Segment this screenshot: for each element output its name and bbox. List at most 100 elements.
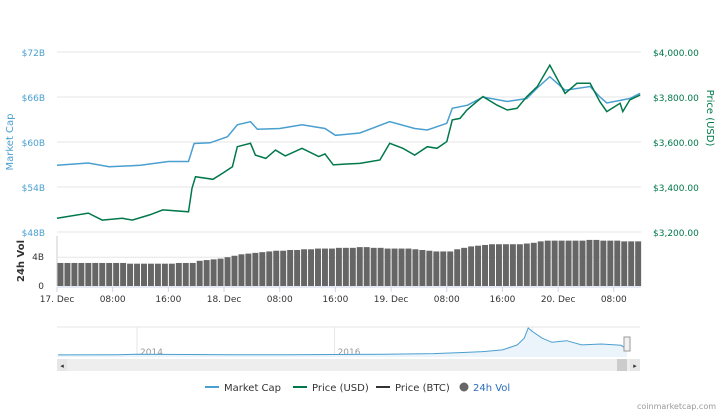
x-tick-label: 08:00 — [434, 295, 460, 305]
arrow-left-icon: ◂ — [60, 362, 64, 370]
volume-bar — [113, 262, 120, 286]
volume-bar — [57, 262, 64, 286]
volume-bar — [558, 240, 565, 286]
volume-bar — [572, 240, 579, 286]
volume-bar — [342, 247, 349, 286]
volume-bar — [614, 240, 621, 286]
volume-bar — [530, 242, 537, 286]
left-tick-label: $60B — [22, 139, 45, 149]
x-tick-label: 18. Dec — [207, 295, 242, 305]
volume-bar — [301, 249, 308, 286]
volume-bars — [57, 239, 642, 286]
legend-item-label[interactable]: Price (USD) — [312, 383, 369, 394]
legend-item-label[interactable]: 24h Vol — [473, 383, 510, 394]
volume-bar — [384, 248, 391, 286]
navigator-year-label: 2016 — [338, 348, 361, 358]
volume-bar — [419, 250, 426, 286]
volume-bar — [447, 251, 454, 286]
volume-bar — [141, 263, 147, 286]
volume-bar — [287, 250, 294, 286]
scrollbar-track[interactable] — [57, 359, 640, 371]
volume-bar — [196, 260, 203, 286]
axes: $48B $54B $60B $66B $72B $3,200.00 $3,400.00 $3… — [22, 49, 699, 305]
navigator-handle[interactable] — [623, 336, 631, 352]
volume-bar — [468, 246, 475, 286]
volume-bar — [551, 240, 558, 286]
volume-bar — [509, 244, 516, 286]
volume-bar — [154, 263, 161, 286]
x-tick-label: 16:00 — [322, 295, 348, 305]
volume-bar — [593, 239, 600, 286]
volume-bar — [182, 262, 189, 286]
market-cap-line — [56, 75, 641, 168]
volume-bar — [99, 262, 106, 286]
volume-bar — [565, 240, 572, 286]
right-tick-label: $3,800.00 — [653, 94, 699, 104]
volume-bar — [482, 244, 489, 286]
volume-bar — [231, 255, 238, 286]
navigator-scrollbar[interactable]: ◂ ▸ — [57, 336, 640, 371]
navigator-line — [57, 327, 628, 356]
arrow-right-icon: ▸ — [633, 362, 637, 370]
x-tick-label: 08:00 — [601, 295, 627, 305]
x-tick-label: 08:00 — [100, 295, 126, 305]
volume-bar — [217, 258, 224, 286]
scroll-left-button[interactable] — [57, 359, 67, 371]
left-tick-label: $66B — [22, 94, 45, 104]
volume-bar — [405, 248, 412, 286]
volume-bar — [454, 249, 461, 286]
legend: Market Cap Price (USD) Price (BTC) 24h Vol — [205, 382, 510, 394]
volume-tick-label: 4B — [32, 253, 44, 263]
right-tick-label: $3,600.00 — [653, 139, 699, 149]
volume-bar — [628, 241, 635, 286]
volume-bar — [433, 251, 440, 286]
right-tick-label: $3,400.00 — [653, 184, 699, 194]
right-axis-title: Price (USD) — [704, 90, 715, 147]
volume-bar — [586, 239, 593, 286]
volume-bar — [335, 247, 342, 286]
volume-bar — [280, 250, 287, 286]
volume-bar — [224, 257, 231, 286]
volume-bar — [203, 260, 210, 286]
volume-bar — [175, 262, 182, 286]
price-usd-line — [56, 63, 641, 221]
volume-bar — [308, 249, 315, 286]
volume-bar — [607, 240, 614, 286]
x-tick-label: 08:00 — [267, 295, 293, 305]
volume-bar — [161, 263, 168, 286]
x-tick-label: 16:00 — [155, 295, 181, 305]
volume-bar — [259, 252, 266, 286]
volume-bar — [440, 251, 447, 286]
volume-bar — [502, 244, 509, 286]
series-lines — [56, 63, 641, 221]
legend-circle-icon — [459, 382, 469, 392]
volume-bar — [321, 248, 328, 286]
volume-tick-label: 0 — [38, 282, 44, 292]
volume-bar — [189, 262, 196, 286]
credits-link[interactable]: coinmarketcap.com — [637, 402, 716, 411]
volume-bar — [85, 262, 92, 286]
volume-bar — [523, 243, 530, 286]
navigator[interactable]: 201420162018 — [57, 326, 640, 358]
volume-bar — [377, 247, 384, 286]
volume-bar — [71, 262, 78, 286]
x-tick-label: 16:00 — [489, 295, 515, 305]
legend-item-label[interactable]: Price (BTC) — [395, 383, 450, 394]
volume-bar — [391, 248, 398, 286]
volume-bar — [544, 240, 551, 286]
volume-bar — [127, 263, 134, 286]
volume-bar — [356, 247, 363, 286]
volume-bar — [252, 252, 259, 286]
scrollbar-thumb[interactable] — [617, 359, 627, 371]
left-axis-title: Market Cap — [5, 113, 16, 170]
volume-bar — [426, 250, 433, 286]
right-tick-label: $4,000.00 — [653, 49, 699, 59]
volume-bar — [363, 247, 370, 286]
volume-bar — [495, 244, 502, 286]
x-tick-label: 19. Dec — [374, 295, 409, 305]
scroll-right-button[interactable] — [630, 359, 640, 371]
volume-bar — [398, 248, 405, 286]
volume-bar — [461, 247, 468, 286]
legend-item-label[interactable]: Market Cap — [224, 383, 281, 394]
